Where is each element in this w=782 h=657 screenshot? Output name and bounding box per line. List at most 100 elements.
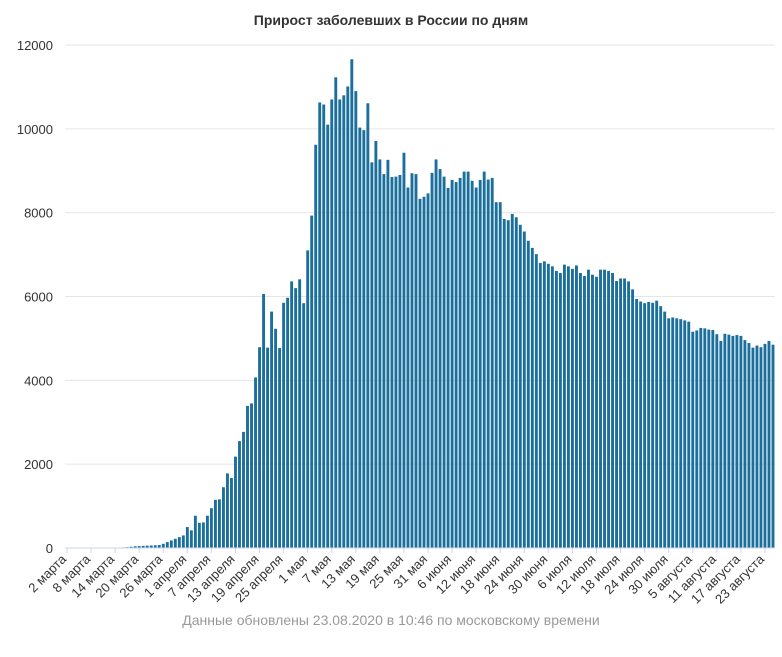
data-bar <box>474 187 478 548</box>
data-bar <box>402 152 406 549</box>
data-bar <box>133 546 137 548</box>
data-bar <box>350 59 354 548</box>
data-bar <box>458 177 462 548</box>
data-bar <box>595 276 598 548</box>
data-bar <box>599 269 602 548</box>
data-bar <box>374 140 378 549</box>
data-bar <box>378 159 382 548</box>
data-bar <box>679 319 683 548</box>
data-bar <box>262 293 266 548</box>
y-tick-label: 6000 <box>24 290 53 305</box>
data-bar <box>161 543 165 548</box>
data-bar <box>659 306 663 548</box>
data-bar <box>466 171 470 548</box>
data-bar <box>169 540 173 548</box>
data-update-note: Данные обновлены 23.08.2020 в 10:46 по м… <box>182 612 600 628</box>
data-bar <box>141 545 145 548</box>
data-bar <box>542 261 546 548</box>
data-bar <box>699 327 703 548</box>
data-bar <box>683 320 687 548</box>
data-bar <box>318 102 322 549</box>
data-bar <box>454 182 458 548</box>
data-bar <box>153 545 157 548</box>
data-bar <box>310 215 314 548</box>
data-bar <box>181 535 185 548</box>
data-bar <box>145 545 149 548</box>
data-bar <box>619 278 623 548</box>
data-bar <box>691 331 695 548</box>
data-bar <box>306 250 310 548</box>
data-bar <box>506 220 510 548</box>
data-bar <box>446 187 450 548</box>
data-bar <box>137 546 141 548</box>
data-bar <box>615 280 618 548</box>
data-bar <box>771 344 775 548</box>
data-bar <box>302 303 306 548</box>
data-bar <box>675 318 679 548</box>
data-bar <box>707 329 711 548</box>
data-bar <box>534 254 538 548</box>
data-bar <box>426 193 430 548</box>
data-bar <box>763 343 767 548</box>
data-bar <box>197 522 201 548</box>
data-bar <box>486 179 490 549</box>
data-bar <box>611 273 614 548</box>
data-bar <box>703 328 707 548</box>
data-bar <box>366 103 370 548</box>
data-bar <box>290 281 294 548</box>
data-bar <box>217 499 221 548</box>
chart-title: Прирост заболевших в России по дням <box>253 12 529 28</box>
data-bar <box>759 347 763 548</box>
data-bar <box>442 176 446 548</box>
data-bar <box>719 340 723 548</box>
y-tick-label: 12000 <box>17 38 53 53</box>
data-bar <box>189 530 193 548</box>
data-bar <box>687 321 691 548</box>
data-bar <box>434 159 438 548</box>
data-bar <box>643 303 647 548</box>
data-bar <box>430 172 434 548</box>
data-bar <box>566 266 570 548</box>
data-bar <box>510 213 514 549</box>
data-bar <box>583 275 586 548</box>
data-bar <box>274 328 278 548</box>
data-bar <box>478 179 482 548</box>
data-bar <box>450 179 454 548</box>
data-bar <box>462 171 466 548</box>
y-tick-label: 10000 <box>17 122 53 137</box>
data-bar <box>747 343 751 548</box>
data-bar <box>226 473 229 548</box>
data-bar <box>370 162 374 548</box>
data-bar <box>213 499 217 548</box>
data-bar <box>723 333 727 548</box>
data-bar <box>591 274 594 548</box>
data-bar <box>286 297 290 548</box>
data-bar <box>667 318 671 548</box>
data-bar <box>173 538 177 548</box>
data-bar <box>575 265 578 548</box>
data-bar <box>655 300 659 548</box>
data-bar <box>743 340 747 548</box>
data-bar <box>222 487 225 548</box>
data-bar <box>526 240 530 548</box>
y-tick-label: 8000 <box>24 206 53 221</box>
data-bar <box>414 174 418 548</box>
data-bar <box>671 317 675 548</box>
data-bar <box>635 299 639 548</box>
data-bar <box>177 537 181 548</box>
data-bar <box>358 127 362 548</box>
data-bar <box>201 522 205 548</box>
data-bar <box>631 289 635 548</box>
data-bar <box>502 218 506 548</box>
data-bar <box>518 224 522 548</box>
data-bar <box>546 263 550 548</box>
data-bar <box>406 187 410 548</box>
data-bar <box>209 508 213 548</box>
data-bar <box>254 377 257 548</box>
data-bar <box>338 99 342 549</box>
data-bar <box>494 202 498 548</box>
data-bar <box>587 269 590 548</box>
data-bar <box>390 177 394 549</box>
data-bar <box>326 124 330 548</box>
data-bar <box>394 176 398 548</box>
